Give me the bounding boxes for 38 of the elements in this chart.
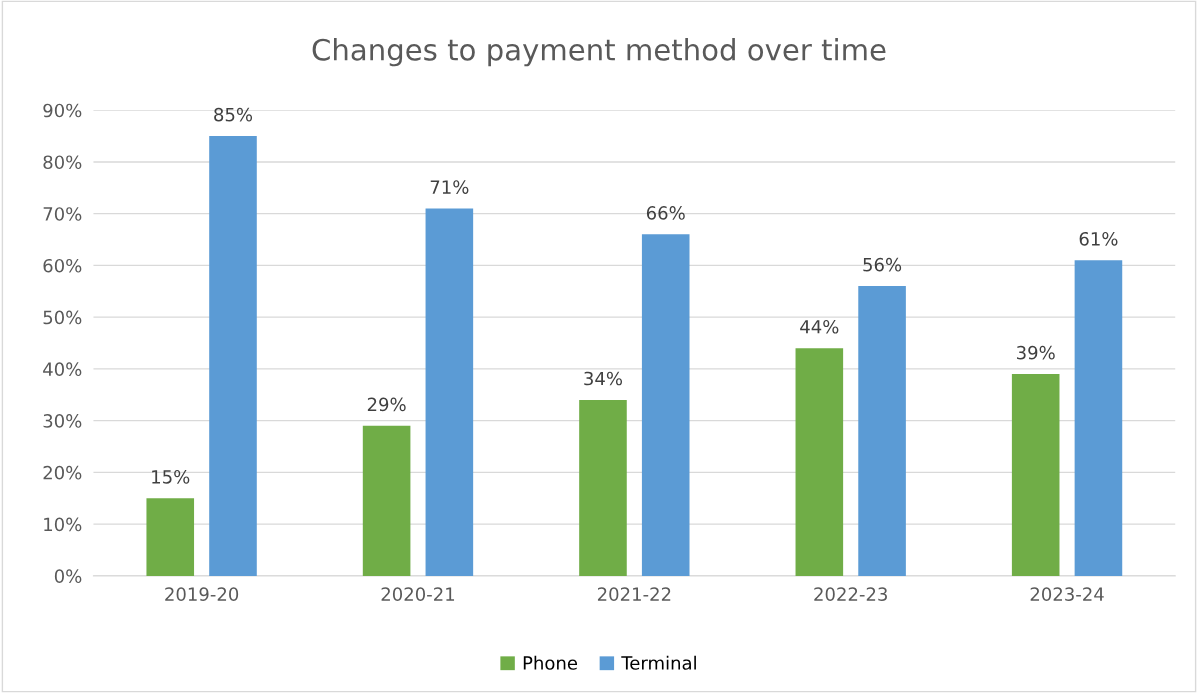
- data-label: 15%: [152, 470, 190, 484]
- y-tick-label: 0%: [54, 569, 82, 583]
- y-tick-label: 80%: [43, 155, 82, 170]
- legend-label: Terminal: [621, 655, 696, 670]
- bar: [362, 425, 411, 576]
- y-tick-label: 30%: [43, 414, 82, 428]
- data-label: 44%: [800, 319, 839, 334]
- y-tick-label: 90%: [43, 103, 82, 118]
- legend-label: Phone: [523, 655, 578, 670]
- bar: [209, 136, 257, 576]
- data-label: 39%: [1017, 345, 1055, 360]
- y-tick-label: 50%: [43, 310, 82, 325]
- bar: [1011, 374, 1060, 576]
- data-label: 61%: [1079, 231, 1118, 246]
- x-tick-label: 2020-21: [381, 587, 455, 601]
- data-label: 29%: [367, 397, 406, 412]
- bar: [1074, 260, 1123, 576]
- bar: [641, 234, 690, 576]
- bar: [146, 498, 195, 576]
- data-label: 85%: [214, 107, 253, 122]
- bar: [795, 348, 844, 576]
- x-tick-label: 2022-23: [814, 587, 887, 601]
- y-tick-label: 60%: [43, 258, 82, 273]
- y-tick-label: 40%: [43, 362, 82, 377]
- x-tick-label: 2023-24: [1030, 587, 1104, 601]
- y-tick-label: 70%: [43, 207, 82, 221]
- y-tick-label: 20%: [43, 465, 82, 480]
- data-label: 71%: [430, 180, 469, 194]
- bar: [425, 208, 474, 576]
- bar: [858, 286, 906, 576]
- data-label: 34%: [584, 371, 623, 386]
- data-label: 56%: [863, 257, 902, 272]
- chart-title: Changes to payment method over time: [312, 38, 886, 67]
- bar: [579, 399, 627, 576]
- x-tick-label: 2021-22: [597, 587, 671, 601]
- data-label: 66%: [646, 206, 685, 220]
- y-tick-label: 10%: [44, 517, 82, 532]
- x-tick-label: 2019-20: [165, 587, 239, 601]
